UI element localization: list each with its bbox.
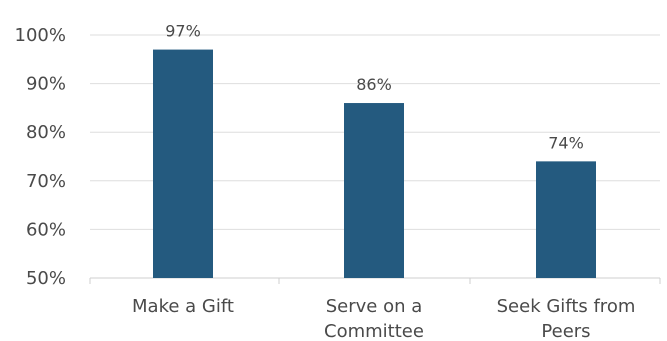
data-label: 86% bbox=[356, 75, 392, 94]
x-category-label: Seek Gifts from Peers bbox=[497, 296, 636, 341]
x-category-label-line: Make a Gift bbox=[132, 296, 234, 317]
x-category-label: Make a Gift bbox=[132, 296, 234, 317]
y-tick-label: 50% bbox=[26, 268, 66, 289]
bar bbox=[344, 103, 404, 278]
y-tick-label: 60% bbox=[26, 219, 66, 240]
bar bbox=[536, 161, 596, 278]
bar bbox=[153, 49, 213, 278]
y-tick-label: 70% bbox=[26, 171, 66, 192]
x-category-label-line: Serve on a bbox=[326, 296, 423, 317]
x-category-label-line: Peers bbox=[541, 321, 590, 341]
data-label: 97% bbox=[165, 22, 201, 41]
x-category-label-line: Committee bbox=[324, 321, 424, 341]
y-tick-label: 90% bbox=[26, 74, 66, 95]
y-tick-label: 100% bbox=[15, 25, 66, 46]
data-label: 74% bbox=[548, 133, 584, 152]
x-category-label: Serve on a Committee bbox=[324, 296, 424, 341]
x-category-label-line: Seek Gifts from bbox=[497, 296, 636, 317]
y-tick-label: 80% bbox=[26, 122, 66, 143]
